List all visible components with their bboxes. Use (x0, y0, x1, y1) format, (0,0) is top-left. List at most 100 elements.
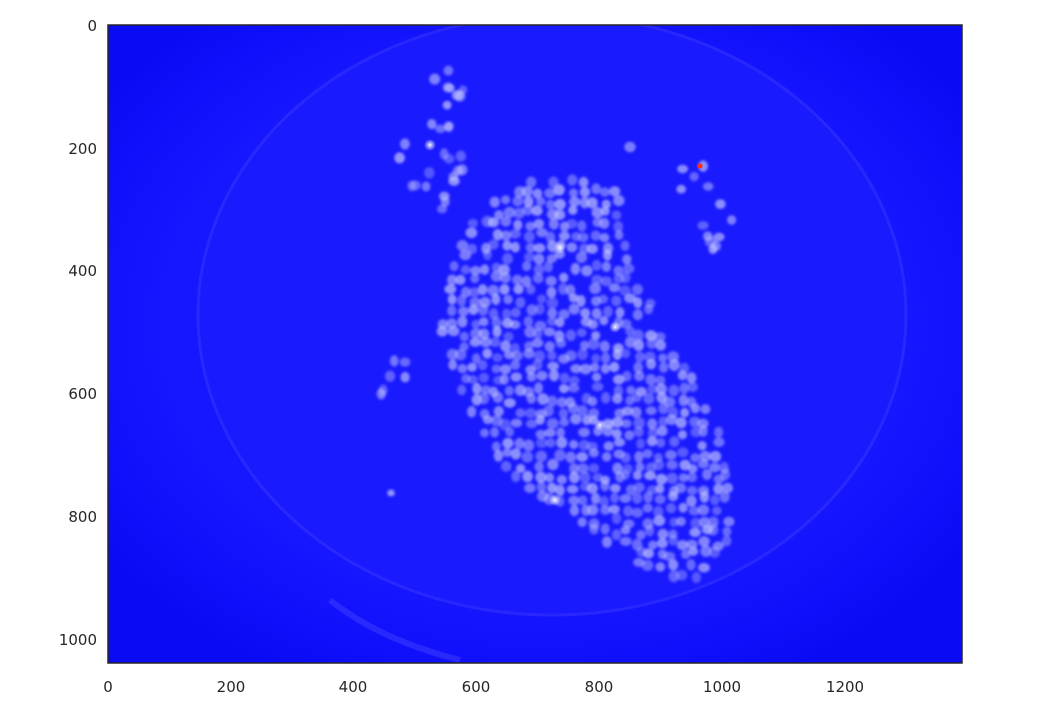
cell-nucleus (558, 283, 568, 295)
cell-nucleus (545, 231, 556, 244)
cell-nucleus (384, 370, 396, 382)
cell-nucleus (500, 340, 511, 352)
cell-nucleus (601, 536, 613, 548)
y-axis: 0 200 400 600 800 1000 (59, 17, 97, 649)
cell-nucleus (624, 430, 635, 441)
cell-nucleus (566, 242, 578, 253)
cell-nucleus (523, 316, 533, 328)
cell-nucleus (429, 73, 441, 85)
cell-nucleus (666, 460, 678, 470)
cell-nucleus (599, 495, 609, 508)
cell-nucleus (424, 167, 435, 179)
cell-nucleus (515, 408, 526, 418)
cell-nucleus (447, 326, 460, 337)
cell-nucleus (459, 342, 469, 352)
cell-nucleus (679, 459, 691, 471)
cell-nucleus (521, 186, 533, 197)
bright-spot (554, 242, 566, 254)
cell-nucleus (600, 505, 611, 515)
cell-nucleus (697, 504, 710, 516)
cell-nucleus (570, 262, 581, 275)
cell-nucleus (668, 384, 680, 397)
cell-nucleus (523, 439, 535, 452)
cell-nucleus (632, 392, 642, 403)
cell-nucleus (537, 294, 547, 304)
cell-nucleus (559, 272, 569, 283)
cell-nucleus (657, 528, 669, 540)
cell-nucleus (699, 450, 712, 462)
cell-nucleus (645, 406, 657, 416)
cell-nucleus (642, 449, 653, 459)
cell-nucleus (554, 449, 566, 462)
cell-nucleus (533, 350, 546, 362)
cell-nucleus (509, 320, 521, 330)
cell-nucleus (620, 452, 631, 464)
cell-nucleus (503, 398, 516, 408)
cell-nucleus (591, 353, 601, 364)
cell-nucleus (611, 295, 622, 307)
cell-nucleus (455, 150, 466, 162)
cell-nucleus (568, 205, 578, 215)
cell-nucleus (569, 463, 579, 475)
cell-nucleus (653, 459, 665, 471)
cell-nucleus (612, 428, 622, 439)
cell-nucleus (688, 506, 701, 516)
cell-nucleus (503, 206, 516, 218)
cell-nucleus (630, 406, 642, 418)
cell-nucleus (625, 326, 636, 337)
cell-nucleus (499, 364, 512, 375)
cell-nucleus (568, 495, 580, 506)
cell-nucleus (588, 408, 600, 419)
cell-nucleus (653, 332, 666, 342)
cell-nucleus (600, 363, 611, 374)
cell-nucleus (635, 462, 645, 472)
cell-nucleus (708, 244, 718, 255)
cell-nucleus (702, 231, 713, 241)
cell-nucleus (565, 451, 576, 464)
cell-nucleus (612, 348, 622, 360)
cell-nucleus (690, 517, 702, 529)
cell-nucleus (686, 485, 698, 495)
cell-nucleus (591, 331, 601, 340)
cell-nucleus (544, 260, 553, 273)
cell-nucleus (625, 484, 637, 496)
cell-nucleus (666, 472, 678, 484)
cell-nucleus (514, 437, 525, 450)
cell-nucleus (543, 405, 554, 417)
cell-nucleus (469, 337, 482, 347)
cell-nucleus (591, 259, 602, 271)
cell-nucleus (524, 231, 535, 243)
cell-nucleus (676, 569, 688, 581)
cell-nucleus (436, 325, 448, 337)
cell-nucleus (478, 392, 490, 405)
cell-nucleus (655, 383, 667, 395)
cell-nucleus (722, 482, 733, 494)
cell-nucleus (624, 336, 636, 348)
cell-nucleus (611, 210, 622, 220)
cell-nucleus (599, 340, 610, 353)
cell-nucleus (533, 218, 545, 229)
cell-nucleus (480, 428, 489, 438)
cell-nucleus (591, 207, 604, 219)
cell-nucleus (601, 199, 611, 210)
cell-nucleus (545, 199, 555, 210)
y-tick-label: 1000 (59, 631, 97, 649)
cell-nucleus (544, 428, 556, 438)
cell-nucleus (534, 461, 544, 472)
cell-nucleus (491, 316, 502, 329)
cell-nucleus (680, 549, 691, 559)
cell-nucleus (678, 473, 689, 482)
cell-nucleus (459, 249, 472, 261)
cell-nucleus (558, 408, 569, 420)
cell-nucleus (581, 265, 593, 277)
cell-nucleus (554, 198, 566, 210)
cell-nucleus (505, 426, 515, 437)
cell-nucleus (460, 265, 471, 275)
cell-nucleus (599, 233, 610, 243)
cell-nucleus (636, 530, 646, 540)
cell-nucleus (547, 482, 557, 494)
cell-nucleus (601, 352, 611, 364)
cell-nucleus (631, 507, 643, 518)
cell-nucleus (609, 483, 621, 493)
cell-nucleus (481, 385, 491, 395)
